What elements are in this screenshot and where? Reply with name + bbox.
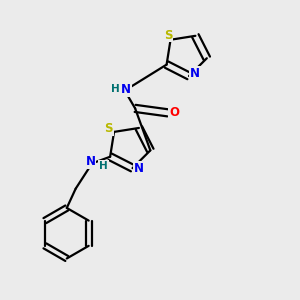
Text: H: H — [99, 161, 108, 171]
Text: N: N — [85, 155, 96, 168]
Text: N: N — [121, 83, 131, 96]
Text: N: N — [190, 67, 200, 80]
Text: N: N — [134, 162, 143, 175]
Text: H: H — [111, 84, 120, 94]
Text: O: O — [169, 106, 179, 119]
Text: S: S — [104, 122, 113, 135]
Text: S: S — [164, 28, 172, 41]
